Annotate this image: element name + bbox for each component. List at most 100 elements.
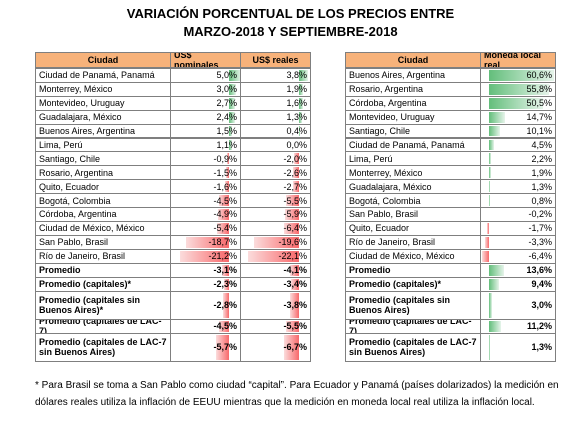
row-label: Promedio (capitales de LAC-7 sin Buenos …	[345, 332, 481, 362]
value: 1,5%	[216, 126, 237, 137]
row-label: Lima, Perú	[35, 137, 171, 153]
row-label: Córdoba, Argentina	[35, 207, 171, 222]
value-cell: 2,2%	[480, 151, 556, 167]
data-bar	[489, 278, 500, 290]
value-cell: 9,4%	[480, 276, 556, 292]
value-cell: 1,3%	[480, 179, 556, 195]
value-cell: 3,8%	[240, 68, 311, 83]
value: -4,9%	[213, 209, 237, 220]
row-label: Quito, Ecuador	[35, 179, 171, 195]
value-cell: 50,5%	[480, 95, 556, 111]
row-label: Buenos Aires, Argentina	[35, 123, 171, 139]
value-cell: -4,5%	[170, 193, 241, 208]
data-bar	[299, 97, 303, 109]
data-bar	[215, 334, 229, 360]
data-bar	[248, 250, 299, 262]
data-bar	[223, 278, 229, 290]
value-cell: 0,0%	[240, 137, 311, 153]
value-cell: -0,9%	[170, 151, 241, 167]
value: -0,2%	[528, 209, 552, 220]
data-bar	[185, 236, 229, 248]
value: -6,4%	[528, 251, 552, 262]
value-cell: -2,3%	[170, 276, 241, 292]
data-bar	[489, 181, 491, 193]
value-cell: 0,4%	[240, 123, 311, 139]
data-bar	[180, 250, 229, 262]
value-cell: -3,8%	[240, 290, 311, 320]
data-bar	[222, 292, 229, 318]
row-label: Guadalajara, México	[35, 109, 171, 125]
row-label: Río de Janeiro, Brasil	[345, 234, 481, 250]
value: 2,4%	[216, 112, 237, 123]
data-bar	[217, 209, 229, 220]
row-label: Ciudad de México, México	[345, 248, 481, 264]
value-cell: -5,4%	[170, 220, 241, 236]
row-label: Río de Janeiro, Brasil	[35, 248, 171, 264]
value-cell: -0,2%	[480, 207, 556, 222]
data-bar	[489, 292, 493, 318]
column-header: Ciudad	[35, 52, 171, 68]
data-bar	[294, 153, 299, 165]
data-bar	[487, 222, 489, 234]
value: 10,1%	[526, 126, 552, 137]
value: -4,1%	[283, 265, 307, 276]
data-bar	[286, 320, 299, 332]
data-bar	[283, 334, 299, 360]
value-cell: 1,3%	[480, 332, 556, 362]
data-bar	[289, 264, 299, 276]
value-cell: 10,1%	[480, 123, 556, 139]
value-cell: -4,9%	[170, 207, 241, 222]
value-cell: 0,8%	[480, 193, 556, 208]
data-bar	[299, 111, 302, 123]
value-cell: 1,9%	[480, 165, 556, 181]
data-bar	[489, 97, 544, 109]
data-bar	[216, 222, 229, 234]
value-cell: -21,2%	[170, 248, 241, 264]
data-bar	[285, 209, 299, 220]
value-cell: -6,4%	[480, 248, 556, 264]
value: -22,1%	[278, 251, 307, 262]
value-cell: 60,6%	[480, 68, 556, 83]
value: 1,3%	[531, 342, 552, 353]
data-bar	[284, 222, 299, 234]
value-cell: 1,9%	[240, 81, 311, 97]
data-bar	[489, 320, 501, 332]
data-bar	[290, 292, 299, 318]
value: 11,2%	[526, 321, 552, 332]
value-cell: 55,8%	[480, 81, 556, 97]
value: -1,5%	[213, 167, 237, 178]
row-label: Promedio (capitales sin Buenos Aires)*	[35, 290, 171, 320]
data-bar	[489, 153, 492, 165]
value-cell: -3,3%	[480, 234, 556, 250]
value-cell: -1,5%	[170, 165, 241, 181]
row-label: Lima, Perú	[345, 151, 481, 167]
value: -2,6%	[283, 167, 307, 178]
data-bar	[489, 334, 491, 360]
data-bar	[229, 97, 236, 109]
value-cell: -22,1%	[240, 248, 311, 264]
value-cell: -6,7%	[240, 332, 311, 362]
footnote: * Para Brasil se toma a San Pablo como c…	[35, 380, 559, 408]
value-cell: -2,0%	[240, 151, 311, 167]
row-label: Ciudad de Panamá, Panamá	[345, 137, 481, 153]
row-label: Rosario, Argentina	[35, 165, 171, 181]
data-bar	[286, 195, 299, 206]
value: 0,8%	[531, 195, 552, 206]
value-cell: 2,7%	[170, 95, 241, 111]
data-bar	[225, 181, 229, 193]
data-bar	[299, 83, 304, 95]
title: VARIACIÓN PORCENTUAL DE LOS PRECIOS ENTR…	[126, 6, 455, 21]
value-cell: -18,7%	[170, 234, 241, 250]
value: -4,5%	[213, 321, 237, 332]
data-bar	[225, 167, 229, 179]
value-cell: -2,7%	[240, 179, 311, 195]
row-label: Santiago, Chile	[345, 123, 481, 139]
value-cell: 1,1%	[170, 137, 241, 153]
value: -5,9%	[283, 209, 307, 220]
value: -5,7%	[213, 342, 237, 353]
value-cell: -3,1%	[170, 262, 241, 278]
value: -4,5%	[213, 195, 237, 206]
row-label: Córdoba, Argentina	[345, 95, 481, 111]
value: -6,7%	[283, 342, 307, 353]
row-label: Bogotá, Colombia	[345, 193, 481, 208]
